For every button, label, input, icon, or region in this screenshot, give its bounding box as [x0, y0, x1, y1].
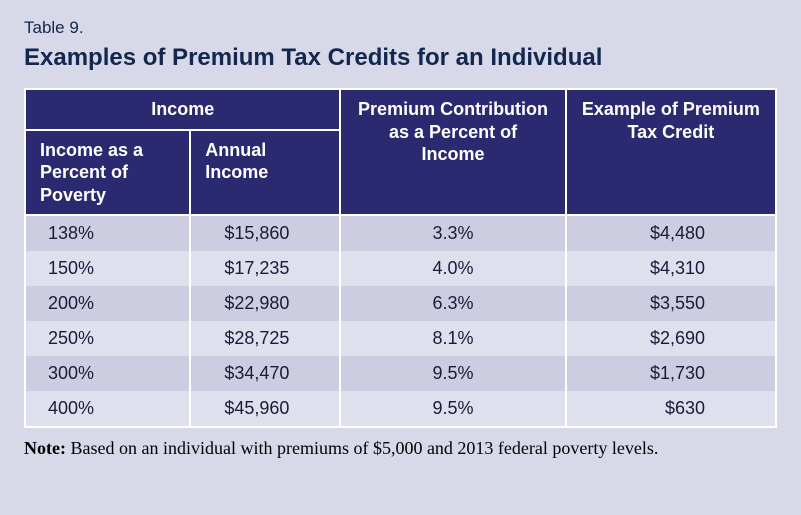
note-text: Based on an individual with premiums of … — [66, 438, 658, 458]
cell-tax-credit: $630 — [566, 391, 776, 427]
cell-tax-credit: $2,690 — [566, 321, 776, 356]
table-row: 200% $22,980 6.3% $3,550 — [25, 286, 776, 321]
table-card: Table 9. Examples of Premium Tax Credits… — [0, 0, 801, 515]
cell-annual-income: $17,235 — [190, 251, 340, 286]
table-note: Note: Based on an individual with premiu… — [24, 436, 777, 460]
table-row: 138% $15,860 3.3% $4,480 — [25, 215, 776, 251]
header-income-percent-poverty: Income as a Percent of Poverty — [25, 130, 190, 216]
cell-poverty-pct: 250% — [25, 321, 190, 356]
table-body: 138% $15,860 3.3% $4,480 150% $17,235 4.… — [25, 215, 776, 427]
cell-contribution-pct: 9.5% — [340, 356, 565, 391]
cell-annual-income: $15,860 — [190, 215, 340, 251]
table-row: 150% $17,235 4.0% $4,310 — [25, 251, 776, 286]
cell-poverty-pct: 400% — [25, 391, 190, 427]
cell-contribution-pct: 4.0% — [340, 251, 565, 286]
table-row: 250% $28,725 8.1% $2,690 — [25, 321, 776, 356]
cell-poverty-pct: 138% — [25, 215, 190, 251]
table-title: Examples of Premium Tax Credits for an I… — [24, 44, 777, 72]
cell-poverty-pct: 200% — [25, 286, 190, 321]
cell-annual-income: $34,470 — [190, 356, 340, 391]
cell-contribution-pct: 8.1% — [340, 321, 565, 356]
cell-tax-credit: $4,310 — [566, 251, 776, 286]
cell-annual-income: $22,980 — [190, 286, 340, 321]
table-row: 300% $34,470 9.5% $1,730 — [25, 356, 776, 391]
cell-annual-income: $45,960 — [190, 391, 340, 427]
table-row: 400% $45,960 9.5% $630 — [25, 391, 776, 427]
header-income-group: Income — [25, 89, 340, 130]
note-label: Note: — [24, 438, 66, 458]
header-example-credit: Example of Premium Tax Credit — [566, 89, 776, 215]
cell-poverty-pct: 300% — [25, 356, 190, 391]
cell-annual-income: $28,725 — [190, 321, 340, 356]
header-premium-contribution: Premium Contribution as a Percent of Inc… — [340, 89, 565, 215]
cell-contribution-pct: 3.3% — [340, 215, 565, 251]
table-header: Income Premium Contribution as a Percent… — [25, 89, 776, 215]
cell-contribution-pct: 6.3% — [340, 286, 565, 321]
cell-tax-credit: $4,480 — [566, 215, 776, 251]
premium-tax-credit-table: Income Premium Contribution as a Percent… — [24, 88, 777, 428]
table-number: Table 9. — [24, 18, 777, 38]
header-annual-income: Annual Income — [190, 130, 340, 216]
cell-poverty-pct: 150% — [25, 251, 190, 286]
cell-tax-credit: $3,550 — [566, 286, 776, 321]
cell-tax-credit: $1,730 — [566, 356, 776, 391]
cell-contribution-pct: 9.5% — [340, 391, 565, 427]
